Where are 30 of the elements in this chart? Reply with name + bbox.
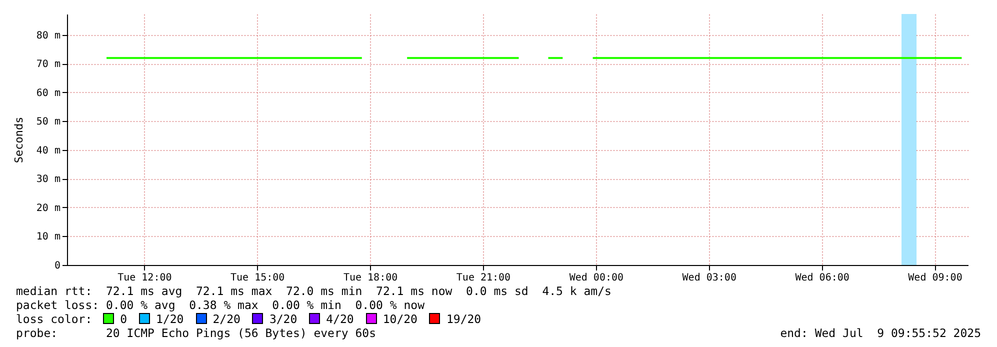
y-tick-label: 10 m: [36, 232, 60, 243]
text: median rtt: 72.1 ms avg 72.1 ms max 72.0 ms min 72.1 ms now 0.0 ms sd 4.5 k am/s: [16, 284, 612, 298]
legend-label: 0: [119, 312, 128, 326]
x-tick-label: Wed 03:00: [682, 272, 736, 284]
x-tick-label: Wed 09:00: [908, 272, 962, 284]
legend-label: 3/20: [268, 312, 298, 326]
y-tick-label: 50 m: [36, 116, 60, 128]
y-tick-label: 70 m: [36, 59, 60, 70]
x-tick-label: Tue 21:00: [456, 272, 511, 284]
y-tick-label: 60 m: [36, 88, 60, 99]
y-tick-label: 20 m: [36, 202, 60, 214]
text: probe: 20 ICMP Echo Pings (56 Bytes) every 60s: [16, 326, 376, 340]
x-tick-label: Tue 18:00: [343, 272, 398, 284]
legend-label: 19/20: [445, 312, 482, 326]
y-tick-label: 30 m: [36, 174, 60, 186]
legend-label: 10/20: [382, 312, 418, 326]
legend-label: 2/20: [212, 312, 240, 326]
x-tick-label: Wed 06:00: [795, 272, 850, 284]
x-tick-label: Tue 12:00: [118, 272, 172, 284]
y-tick-label: 0: [54, 260, 60, 272]
x-tick-label: Wed 00:00: [569, 272, 624, 284]
text: packet loss: 0.00 % avg 0.38 % max 0.00 % min 0.00 % now: [16, 298, 426, 312]
y-axis-title: Seconds: [12, 116, 26, 164]
y-tick-label: 40 m: [36, 145, 60, 156]
y-tick-label: 80 m: [36, 30, 60, 42]
legend-label: 4/20: [325, 312, 354, 326]
text: end: Wed Jul 9 09:55:52 2025: [780, 326, 981, 340]
legend-label: 1/20: [155, 312, 184, 326]
legend-title: loss color:: [16, 312, 94, 326]
x-tick-label: Tue 15:00: [230, 272, 285, 284]
